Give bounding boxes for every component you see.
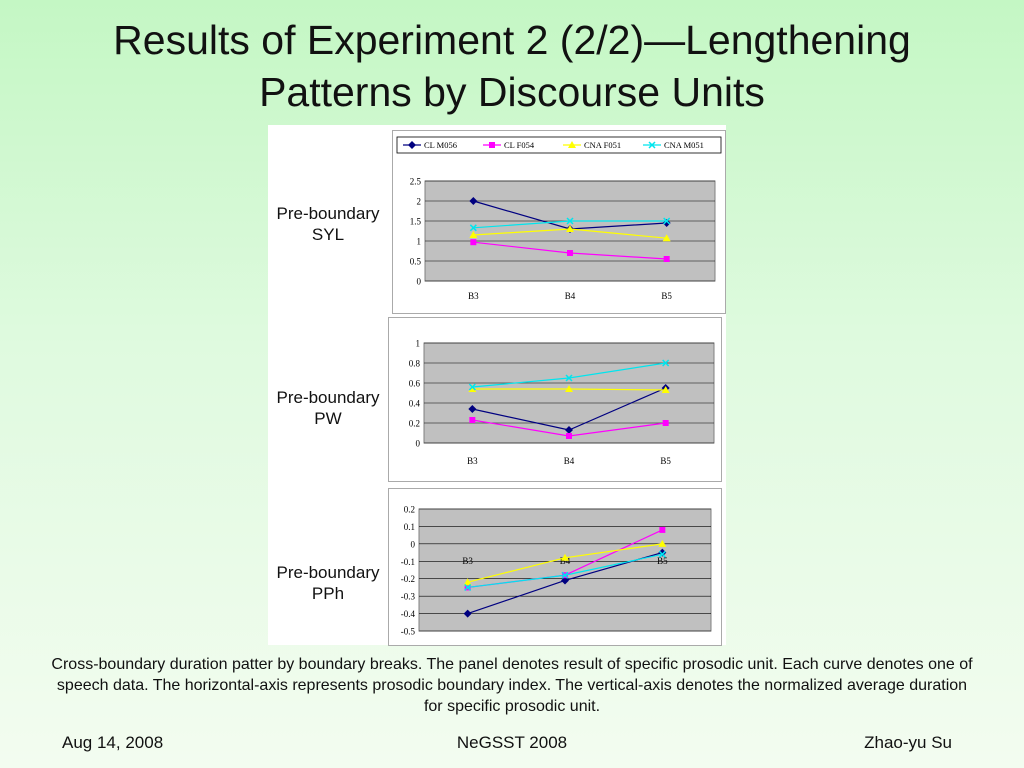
y-tick-label: 0	[411, 539, 416, 549]
chart-syl: 0 0.5 1 1.5 2 2.5 B3 B4 B5 CL M056 CL F054 CNA F051…	[392, 130, 726, 314]
y-tick-label: 0	[417, 277, 422, 287]
y-tick-label: 0.5	[410, 257, 422, 267]
y-tick-label: 1	[417, 237, 422, 247]
data-point	[469, 231, 478, 238]
data-point	[468, 385, 477, 392]
data-point	[464, 583, 472, 591]
x-tick-label: B3	[467, 456, 478, 466]
y-tick-label: 1.5	[410, 217, 422, 227]
y-tick-label: 0.2	[409, 419, 420, 429]
y-tick-label: -0.2	[401, 574, 415, 584]
legend-label: CL M056	[424, 140, 457, 150]
x-tick-label: B4	[560, 556, 571, 566]
panel-label-line1: Pre-boundary	[276, 388, 380, 407]
data-point	[662, 420, 669, 426]
data-point	[561, 571, 569, 579]
data-point	[561, 553, 569, 561]
data-point	[565, 385, 573, 392]
legend-marker	[568, 141, 576, 148]
chart-pw: 0 0.2 0.4 0.6 0.8 1 B3 B4 B5	[388, 317, 722, 482]
panel-label-line2: PPh	[311, 584, 345, 603]
data-point	[561, 576, 569, 585]
chart-pph: -0.5 -0.4 -0.3 -0.2 -0.1 0 0.1 0.2 B3 B4 B5	[388, 488, 722, 646]
data-point	[566, 217, 574, 225]
data-point	[659, 526, 666, 533]
data-point	[663, 256, 670, 262]
y-tick-label: 0.8	[409, 359, 421, 369]
data-point	[566, 433, 572, 439]
y-tick-label: 0.6	[409, 379, 421, 389]
footer-event: NeGSST 2008	[456, 733, 568, 752]
data-point	[468, 383, 476, 391]
slide-title: Results of Experiment 2 (2/2)—Lengthenin…	[113, 17, 911, 115]
x-tick-label: B4	[564, 456, 575, 466]
data-point	[663, 217, 671, 225]
panel-label-pph: Pre-boundary PPh	[268, 562, 388, 604]
data-point	[662, 234, 671, 242]
y-tick-label: 2.5	[410, 177, 422, 187]
data-point	[658, 539, 667, 547]
panel-label-pw: Pre-boundary PW	[268, 387, 388, 429]
x-tick-label: B4	[565, 291, 576, 301]
y-tick-label: 1	[416, 339, 421, 349]
y-tick-label: 0.1	[404, 522, 415, 532]
legend-marker	[408, 141, 416, 149]
footer-author: Zhao-yu Su	[864, 733, 952, 752]
y-tick-label: 2	[417, 197, 422, 207]
data-point	[463, 578, 472, 586]
legend-label: CL F054	[504, 140, 535, 150]
y-tick-label: 0	[416, 439, 421, 449]
x-tick-label: B3	[462, 556, 473, 566]
x-tick-label: B3	[468, 291, 479, 301]
data-point	[567, 250, 573, 256]
chart-pph-svg: -0.5 -0.4 -0.3 -0.2 -0.1 0 0.1 0.2 B3 B4 B5	[401, 505, 712, 637]
legend-box	[396, 136, 722, 154]
legend-marker	[648, 141, 656, 149]
panel-label-line2: SYL	[311, 225, 345, 244]
legend-marker	[489, 142, 495, 148]
data-point	[463, 609, 472, 618]
data-point	[469, 224, 477, 232]
plot-area	[418, 508, 712, 632]
panel-label-line1: Pre-boundary	[276, 204, 380, 223]
footer-date: Aug 14, 2008	[62, 733, 164, 752]
y-tick-label: -0.3	[401, 592, 416, 602]
x-tick-label: B5	[657, 556, 668, 566]
figure-caption: Cross-boundary duration patter by bounda…	[51, 656, 973, 715]
y-tick-label: -0.4	[401, 609, 416, 619]
data-point	[469, 197, 478, 205]
data-point	[565, 374, 573, 382]
legend-label: CNA M051	[664, 140, 704, 150]
panel-label-syl: Pre-boundary SYL	[268, 203, 388, 245]
legend-label: CNA F051	[584, 140, 621, 150]
panel-label-line2: PW	[314, 409, 342, 428]
chart-syl-svg: 0 0.5 1 1.5 2 2.5 B3 B4 B5 CL M056 CL F054 CNA F051…	[396, 136, 722, 301]
data-point	[469, 417, 476, 423]
y-tick-label: -0.5	[401, 627, 416, 637]
data-point	[662, 359, 670, 367]
x-tick-label: B5	[660, 456, 671, 466]
data-point	[658, 550, 666, 558]
y-tick-label: 0.4	[409, 399, 421, 409]
data-point	[566, 225, 574, 232]
y-tick-label: -0.1	[401, 557, 415, 567]
x-tick-label: B5	[661, 291, 672, 301]
data-point	[470, 239, 477, 246]
y-tick-label: 0.2	[404, 505, 415, 515]
data-point	[565, 426, 573, 434]
panel-label-line1: Pre-boundary	[276, 563, 380, 582]
data-point	[662, 219, 671, 227]
chart-pw-svg: 0 0.2 0.4 0.6 0.8 1 B3 B4 B5	[409, 339, 715, 466]
data-point	[468, 405, 477, 413]
figure-panel: Pre-boundary SYL Pre-boundary PW Pre-bou…	[268, 125, 726, 646]
data-point	[661, 386, 670, 393]
